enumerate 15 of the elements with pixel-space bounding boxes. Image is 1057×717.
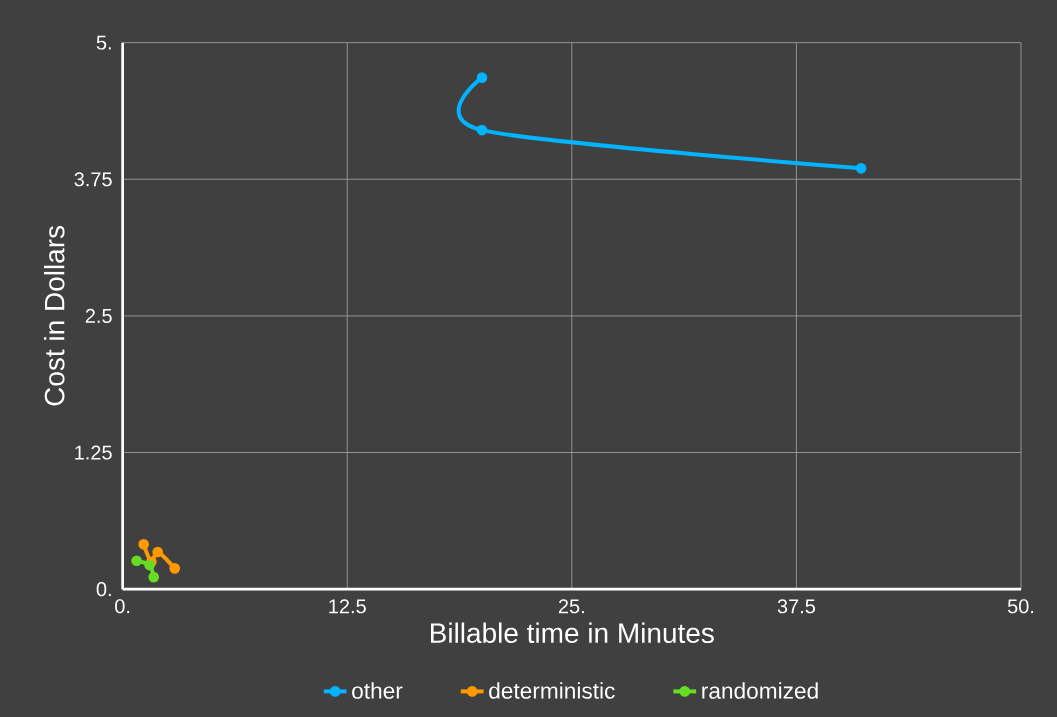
x-tick-label: 25. [558,599,584,614]
legend-label: randomized [702,682,818,699]
x-tick-label: 50. [1007,599,1034,614]
y-tick-label: 2.5 [85,308,112,323]
y-tick-label: 1.25 [75,445,112,460]
x-axis-title: Billable time in Minutes [430,622,714,643]
x-tick-label: 0. [115,599,130,614]
legend-label: other [352,682,403,699]
y-tick-label: 3.75 [74,172,112,187]
y-axis-title: Cost in Dollars [43,225,65,406]
legend-label: deterministic [489,682,615,699]
x-tick-label: 12.5 [329,599,366,614]
x-tick-label: 37.5 [777,599,816,614]
y-tick-label: 5. [96,35,111,50]
y-tick-label: 0. [96,582,111,597]
